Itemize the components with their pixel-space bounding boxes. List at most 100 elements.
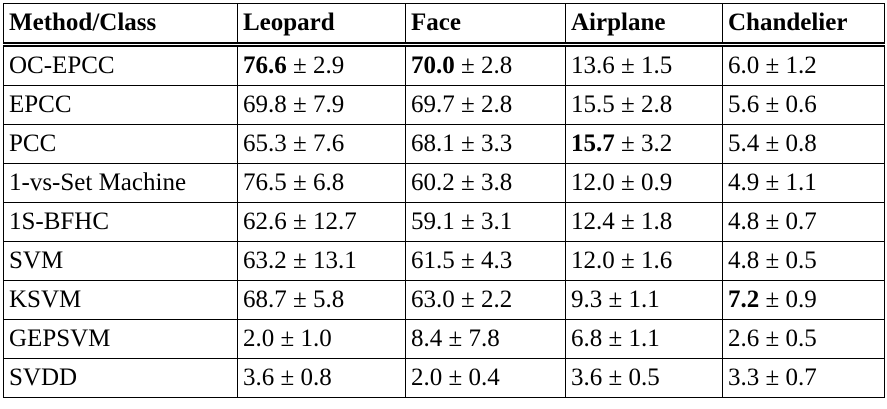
header-row: Method/Class Leopard Face Airplane Chandelie… (3, 3, 885, 47)
result-cell: 65.3 ± 7.6 (237, 124, 406, 164)
result-cell: 2.6 ± 0.5 (722, 319, 885, 359)
std-value: ± 7.6 (293, 130, 345, 157)
result-cell: 4.8 ± 0.7 (722, 202, 885, 242)
result-cell: 3.6 ± 0.8 (237, 358, 406, 398)
header-cell: Method/Class (3, 3, 238, 47)
mean-value: 12.4 (571, 208, 615, 235)
result-cell: 4.8 ± 0.5 (722, 241, 885, 281)
std-value: ± 0.5 (765, 247, 817, 274)
result-cell: 61.5 ± 4.3 (405, 241, 566, 281)
mean-value: 4.8 (728, 208, 760, 235)
std-value: ± 0.7 (765, 208, 817, 235)
mean-value: 13.6 (571, 52, 615, 79)
result-cell: 3.3 ± 0.7 (722, 358, 885, 398)
std-value: ± 6.8 (293, 169, 345, 196)
header-cell: Chandelier (722, 3, 885, 47)
mean-value: 62.6 (243, 208, 287, 235)
mean-value: 7.2 (728, 286, 760, 313)
header-cell: Face (405, 3, 566, 47)
mean-value: 59.1 (411, 208, 455, 235)
table-row: KSVM 68.7 ± 5.8 63.0 ± 2.2 9.3 ± 1.1 7.2 ± 0… (3, 280, 885, 320)
std-value: ± 0.8 (765, 130, 817, 157)
mean-value: 4.8 (728, 247, 760, 274)
std-value: ± 3.2 (621, 130, 673, 157)
std-value: ± 3.1 (461, 208, 513, 235)
std-value: ± 3.3 (461, 130, 513, 157)
result-cell: 5.6 ± 0.6 (722, 85, 885, 125)
std-value: ± 1.1 (765, 169, 817, 196)
std-value: ± 0.7 (765, 364, 817, 391)
std-value: ± 12.7 (293, 208, 357, 235)
mean-value: 76.5 (243, 169, 287, 196)
std-value: ± 2.8 (621, 91, 673, 118)
result-cell: 68.1 ± 3.3 (405, 124, 566, 164)
std-value: ± 1.6 (621, 247, 673, 274)
std-value: ± 0.5 (608, 364, 660, 391)
std-value: ± 0.8 (280, 364, 332, 391)
std-value: ± 13.1 (293, 247, 357, 274)
method-cell: EPCC (3, 85, 238, 125)
result-cell: 76.6 ± 2.9 (237, 44, 406, 86)
result-cell: 63.0 ± 2.2 (405, 280, 566, 320)
mean-value: 60.2 (411, 169, 455, 196)
result-cell: 63.2 ± 13.1 (237, 241, 406, 281)
mean-value: 2.0 (411, 364, 443, 391)
table-row: PCC 65.3 ± 7.6 68.1 ± 3.3 15.7 ± 3.2 5.4 ± 0… (3, 124, 885, 164)
method-cell: OC-EPCC (3, 44, 238, 86)
std-value: ± 2.8 (461, 91, 513, 118)
result-cell: 59.1 ± 3.1 (405, 202, 566, 242)
std-value: ± 1.5 (621, 52, 673, 79)
mean-value: 63.2 (243, 247, 287, 274)
result-cell: 2.0 ± 1.0 (237, 319, 406, 359)
mean-value: 69.8 (243, 91, 287, 118)
method-cell: KSVM (3, 280, 238, 320)
mean-value: 68.1 (411, 130, 455, 157)
std-value: ± 1.1 (608, 286, 660, 313)
mean-value: 3.6 (571, 364, 603, 391)
std-value: ± 7.9 (293, 91, 345, 118)
result-cell: 68.7 ± 5.8 (237, 280, 406, 320)
result-cell: 3.6 ± 0.5 (565, 358, 723, 398)
table-row: EPCC 69.8 ± 7.9 69.7 ± 2.8 15.5 ± 2.8 5.6 ± … (3, 85, 885, 125)
result-cell: 4.9 ± 1.1 (722, 163, 885, 203)
method-cell: 1-vs-Set Machine (3, 163, 238, 203)
mean-value: 3.6 (243, 364, 275, 391)
result-cell: 13.6 ± 1.5 (565, 44, 723, 86)
result-cell: 62.6 ± 12.7 (237, 202, 406, 242)
result-cell: 6.0 ± 1.2 (722, 44, 885, 86)
result-cell: 12.4 ± 1.8 (565, 202, 723, 242)
mean-value: 4.9 (728, 169, 760, 196)
result-cell: 69.8 ± 7.9 (237, 85, 406, 125)
mean-value: 76.6 (243, 52, 287, 79)
std-value: ± 1.0 (280, 325, 332, 352)
mean-value: 6.0 (728, 52, 760, 79)
std-value: ± 0.4 (448, 364, 500, 391)
std-value: ± 7.8 (448, 325, 500, 352)
result-cell: 8.4 ± 7.8 (405, 319, 566, 359)
header-cell: Airplane (565, 3, 723, 47)
result-cell: 70.0 ± 2.8 (405, 44, 566, 86)
method-cell: SVM (3, 241, 238, 281)
std-value: ± 4.3 (461, 247, 513, 274)
table-row: GEPSVM 2.0 ± 1.0 8.4 ± 7.8 6.8 ± 1.1 2.6 ± 0… (3, 319, 885, 359)
method-cell: 1S-BFHC (3, 202, 238, 242)
mean-value: 2.0 (243, 325, 275, 352)
result-cell: 15.7 ± 3.2 (565, 124, 723, 164)
mean-value: 3.3 (728, 364, 760, 391)
method-cell: GEPSVM (3, 319, 238, 359)
std-value: ± 1.2 (765, 52, 817, 79)
mean-value: 61.5 (411, 247, 455, 274)
table-row: 1-vs-Set Machine 76.5 ± 6.8 60.2 ± 3.8 12.0… (3, 163, 885, 203)
table-row: 1S-BFHC 62.6 ± 12.7 59.1 ± 3.1 12.4 ± 1.8 4.… (3, 202, 885, 242)
mean-value: 65.3 (243, 130, 287, 157)
std-value: ± 2.9 (293, 52, 345, 79)
std-value: ± 1.1 (608, 325, 660, 352)
result-cell: 15.5 ± 2.8 (565, 85, 723, 125)
result-cell: 2.0 ± 0.4 (405, 358, 566, 398)
method-cell: PCC (3, 124, 238, 164)
std-value: ± 0.5 (765, 325, 817, 352)
result-cell: 5.4 ± 0.8 (722, 124, 885, 164)
mean-value: 12.0 (571, 247, 615, 274)
table-header: Method/Class Leopard Face Airplane Chandelie… (3, 3, 885, 47)
